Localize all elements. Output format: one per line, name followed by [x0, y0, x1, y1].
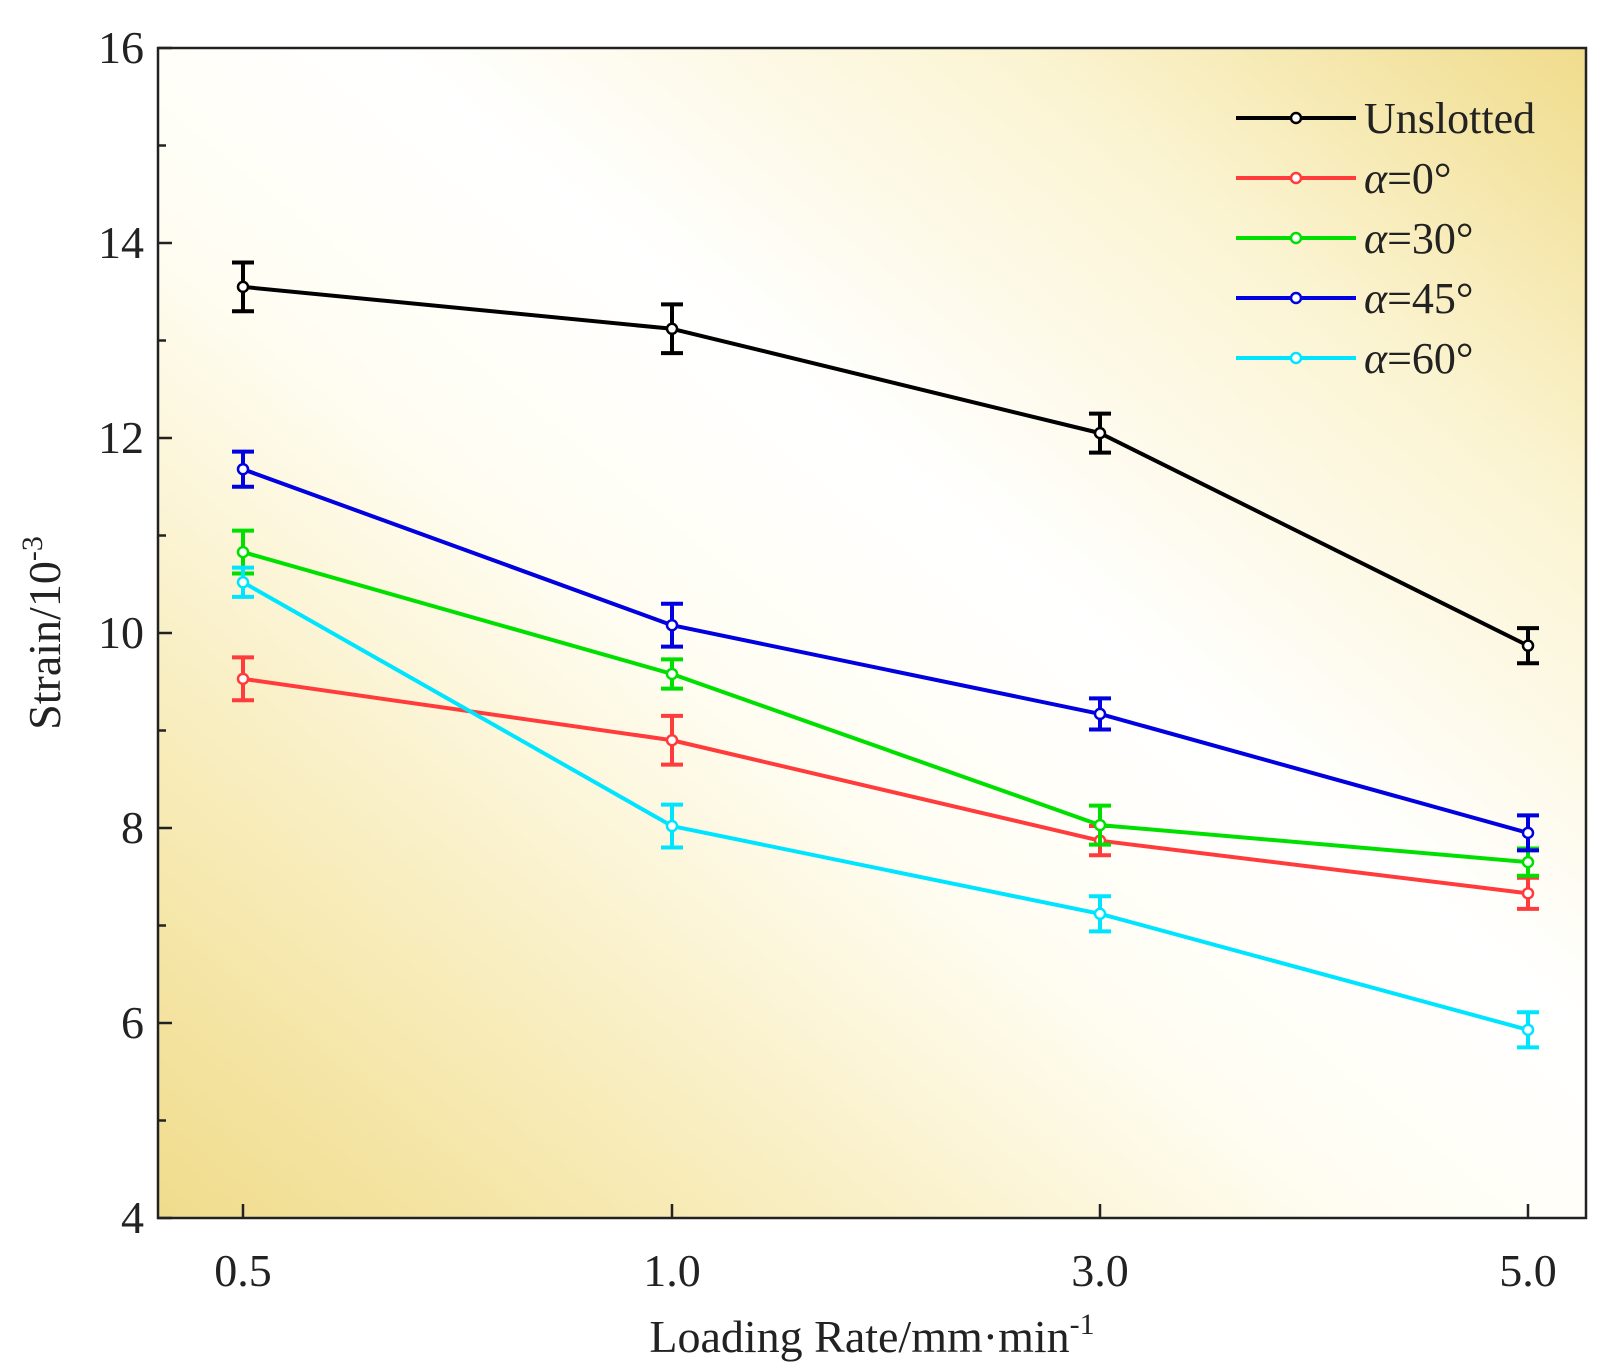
data-point — [1093, 907, 1107, 921]
legend-item: α=30° — [1236, 214, 1474, 263]
data-point — [236, 462, 250, 476]
x-axis-title-text: Loading Rate/mm·min — [649, 1311, 1069, 1362]
x-axis-title: Loading Rate/mm·min-1 — [649, 1308, 1094, 1362]
y-tick-label: 16 — [98, 22, 144, 73]
data-point — [236, 545, 250, 559]
series-1 — [232, 655, 1539, 911]
legend-label-symbol: α — [1364, 274, 1388, 323]
legend-label-text: Unslotted — [1364, 94, 1535, 143]
plot-frame — [156, 46, 1588, 1220]
x-tick-label: 1.0 — [643, 1245, 701, 1296]
data-point — [236, 672, 250, 686]
legend-item: α=45° — [1236, 274, 1474, 323]
y-tick-label: 14 — [98, 217, 144, 268]
data-point — [1521, 826, 1535, 840]
y-tick-label: 6 — [121, 997, 144, 1048]
y-tick-label: 12 — [98, 412, 144, 463]
data-point — [665, 734, 679, 747]
series-line — [242, 550, 1529, 865]
data-point — [1521, 639, 1535, 652]
legend-item: α=0° — [1236, 154, 1452, 203]
legend-label: α=60° — [1364, 334, 1474, 383]
y-axis-title-text: Strain/10 — [19, 561, 70, 730]
legend-label-text: =30° — [1387, 214, 1473, 263]
y-axis-title-exponent: -3 — [16, 536, 49, 561]
y-axis-title: Strain/10-3 — [16, 536, 70, 730]
legend-label: α=0° — [1364, 154, 1452, 203]
series-line — [242, 467, 1529, 835]
data-point — [665, 667, 679, 681]
x-tick-label: 3.0 — [1071, 1245, 1129, 1296]
series-line — [242, 676, 1529, 896]
legend-marker — [1289, 171, 1303, 185]
legend-label-text: =0° — [1387, 154, 1451, 203]
legend-label-text: =60° — [1387, 334, 1473, 383]
y-tick-label: 4 — [121, 1192, 144, 1243]
data-point — [1093, 426, 1107, 440]
data-point — [1521, 887, 1535, 900]
data-point — [665, 618, 679, 632]
x-tick-label: 0.5 — [214, 1245, 272, 1296]
legend-label-symbol: α — [1364, 334, 1388, 383]
data-point — [236, 576, 250, 589]
plot-background — [158, 48, 1586, 1218]
data-point — [1521, 1023, 1535, 1037]
series-4 — [232, 565, 1539, 1050]
series-line — [242, 284, 1529, 648]
legend-marker — [1289, 231, 1303, 245]
legend-label: Unslotted — [1364, 94, 1535, 143]
series-0 — [232, 260, 1539, 666]
series-2 — [232, 528, 1539, 878]
series-line — [242, 580, 1529, 1032]
legend-item: Unslotted — [1236, 94, 1535, 143]
legend-label-text: =45° — [1387, 274, 1473, 323]
legend-label: α=30° — [1364, 214, 1474, 263]
data-point — [665, 322, 679, 336]
x-tick-label: 5.0 — [1499, 1245, 1557, 1296]
legend-label-symbol: α — [1364, 154, 1388, 203]
y-tick-label: 8 — [121, 802, 144, 853]
data-point — [1093, 818, 1107, 832]
legend-marker — [1289, 291, 1303, 305]
data-point — [1093, 707, 1107, 721]
legend-marker — [1289, 351, 1303, 365]
x-axis-title-exponent: -1 — [1070, 1308, 1095, 1341]
y-tick-label: 10 — [98, 607, 144, 658]
series-3 — [232, 449, 1539, 853]
legend-label-symbol: α — [1364, 214, 1388, 263]
data-point — [1521, 855, 1535, 869]
legend-marker — [1289, 111, 1303, 125]
data-point — [236, 280, 250, 294]
data-point — [665, 819, 679, 833]
legend-item: α=60° — [1236, 334, 1474, 383]
legend-label: α=45° — [1364, 274, 1474, 323]
